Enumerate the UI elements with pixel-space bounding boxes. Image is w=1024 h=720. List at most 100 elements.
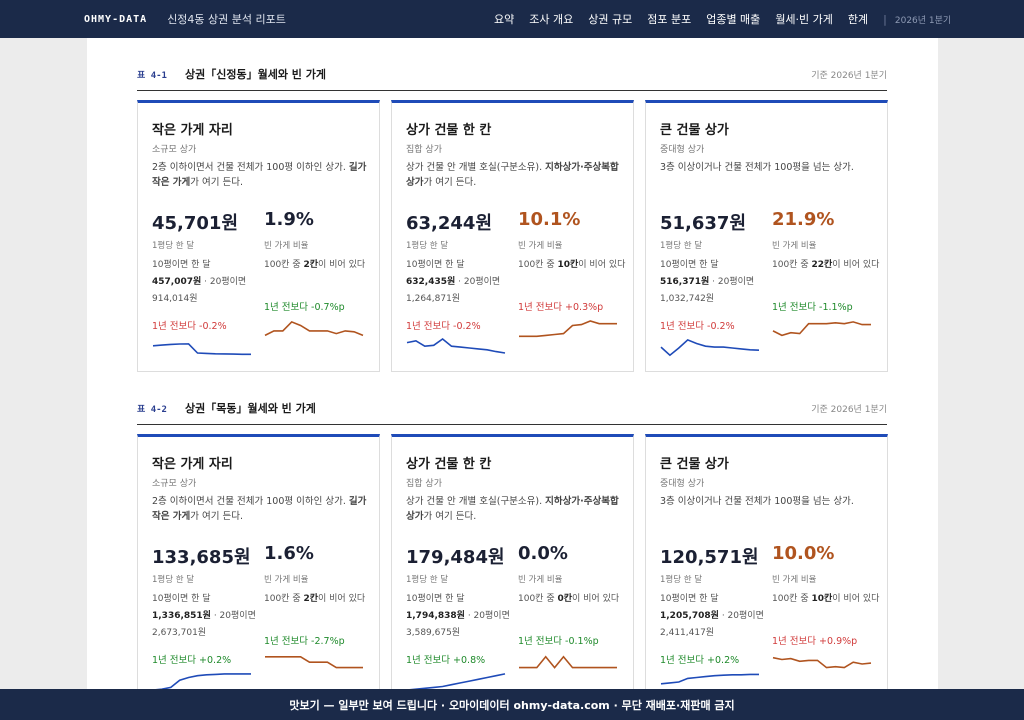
vac-ex-prefix: 100칸 중 xyxy=(518,594,558,604)
rent-label: 1평당 한 달 xyxy=(152,241,195,251)
rent-example: 10평이면 한 달 632,435원 · 20평이면 1,264,871원 xyxy=(406,257,514,308)
vac-ex-suffix: 이 비어 있다 xyxy=(318,594,366,604)
rent-change: 1년 전보다 +0.2% xyxy=(152,655,232,666)
section-header: 표 4-2 상권「목동」월세와 빈 가게 기준 2026년 1분기 xyxy=(137,398,887,418)
desc-text: 3층 이상이거나 건물 전체가 100평을 넘는 상가. xyxy=(660,162,854,173)
rent-change: 1년 전보다 +0.2% xyxy=(660,655,740,666)
section-divider xyxy=(137,424,887,425)
trend-sparkline xyxy=(660,338,760,357)
vac-ex-count: 10칸 xyxy=(811,594,833,604)
rent-label: 1평당 한 달 xyxy=(406,241,449,251)
rent-20py: · 20평이면 3,589,675원 xyxy=(406,611,510,638)
rent-label: 1평당 한 달 xyxy=(660,241,703,251)
rent-20py: · 20평이면 2,673,701원 xyxy=(152,611,256,638)
vacancy-value: 21.9% xyxy=(772,209,835,230)
card-kind: 중대형 상가 xyxy=(660,479,705,489)
base-period: 기준 2026년 1분기 xyxy=(811,404,887,415)
brand-logo[interactable]: OHMY-DATA xyxy=(84,13,148,25)
card-description: 2층 이하이면서 건물 전체가 100평 이하인 상가. 길가 작은 가게가 여… xyxy=(152,494,372,524)
nav-item-summary[interactable]: 요약 xyxy=(494,13,515,26)
vac-ex-count: 2칸 xyxy=(303,260,319,270)
vac-ex-suffix: 이 비어 있다 xyxy=(578,260,626,270)
vacancy-change: 1년 전보다 +0.3%p xyxy=(518,302,604,313)
vacancy-change: 1년 전보다 -0.7%p xyxy=(264,302,345,313)
vac-ex-suffix: 이 비어 있다 xyxy=(318,260,366,270)
trend-line xyxy=(152,673,251,691)
desc-text: 상가 건물 안 개별 호실(구분소유). xyxy=(406,162,546,173)
vac-ex-prefix: 100칸 중 xyxy=(772,260,812,270)
vacancy-value: 0.0% xyxy=(518,543,568,564)
table-number: 표 4-1 xyxy=(137,70,167,81)
vacancy-label: 빈 가게 비율 xyxy=(772,575,817,585)
card-kind: 집합 상가 xyxy=(406,145,442,155)
top-navbar: OHMY-DATA 신정4동 상권 분석 리포트 xyxy=(0,0,1024,38)
rent-10py: 516,371원 xyxy=(660,277,710,287)
rent-example-prefix: 10평이면 한 달 xyxy=(406,260,465,270)
trend-sparkline xyxy=(406,337,506,354)
rent-label: 1평당 한 달 xyxy=(660,575,703,585)
rent-value: 63,244원 xyxy=(406,213,493,234)
card-kind: 중대형 상가 xyxy=(660,145,705,155)
stat-card: 상가 건물 한 칸 집합 상가 상가 건물 안 개별 호실(구분소유). 지하상가·… xyxy=(391,434,634,706)
rent-label: 1평당 한 달 xyxy=(152,575,195,585)
nav-item-sales[interactable]: 업종별 매출 xyxy=(706,13,761,26)
vacancy-change: 1년 전보다 +0.9%p xyxy=(772,636,858,647)
rent-example-prefix: 10평이면 한 달 xyxy=(406,594,465,604)
trend-sparkline xyxy=(152,343,251,356)
rent-20py: · 20평이면 1,032,742원 xyxy=(660,277,755,304)
nav-item-stores[interactable]: 점포 분포 xyxy=(647,13,692,26)
vacancy-label: 빈 가게 비율 xyxy=(264,575,309,585)
card-description: 상가 건물 안 개별 호실(구분소유). 지하상가·주상복합 상가가 여기 든다… xyxy=(406,160,626,190)
table-number: 표 4-2 xyxy=(137,404,167,415)
desc-text: 3층 이상이거나 건물 전체가 100평을 넘는 상가. xyxy=(660,496,854,507)
rent-10py: 632,435원 xyxy=(406,277,456,287)
rent-value: 133,685원 xyxy=(152,547,251,568)
nav-divider: | xyxy=(883,12,887,26)
vacancy-value: 1.9% xyxy=(264,209,314,230)
nav-item-limits[interactable]: 한계 xyxy=(847,13,869,26)
main-nav: 요약 조사 개요 상권 규모 점포 분포 업종별 매출 월세·빈 가게 한계 |… xyxy=(494,0,951,38)
rent-10py: 1,794,838원 xyxy=(406,611,465,621)
vac-ex-prefix: 100칸 중 xyxy=(772,594,812,604)
rent-10py: 1,336,851원 xyxy=(152,611,211,621)
desc-text: 2층 이하이면서 건물 전체가 100평 이하인 상가. xyxy=(152,162,349,173)
trend-sparkline xyxy=(406,673,506,691)
trend-sparkline xyxy=(265,655,363,669)
trend-line xyxy=(772,656,872,669)
rent-change: 1년 전보다 -0.2% xyxy=(152,321,227,332)
rent-label: 1평당 한 달 xyxy=(406,575,449,585)
stat-card: 작은 가게 자리 소규모 상가 2층 이하이면서 건물 전체가 100평 이하인 상… xyxy=(137,100,380,372)
trend-sparkline xyxy=(264,320,364,337)
card-title: 큰 건물 상가 xyxy=(660,457,729,472)
card-description: 2층 이하이면서 건물 전체가 100평 이하인 상가. 길가 작은 가게가 여… xyxy=(152,160,372,190)
rent-20py: · 20평이면 914,014원 xyxy=(152,277,247,304)
desc-highlight: 지하상가·주상복합 상가 xyxy=(406,496,619,522)
rent-example: 10평이면 한 달 516,371원 · 20평이면 1,032,742원 xyxy=(660,257,768,308)
vac-ex-prefix: 100칸 중 xyxy=(518,260,558,270)
card-title: 상가 건물 한 칸 xyxy=(406,123,492,138)
vacancy-example: 100칸 중 10칸이 비어 있다 xyxy=(518,257,628,274)
card-title: 작은 가게 자리 xyxy=(152,457,233,472)
card-description: 3층 이상이거나 건물 전체가 100평을 넘는 상가. xyxy=(660,494,880,509)
trend-line xyxy=(519,320,617,338)
vac-ex-count: 22칸 xyxy=(811,260,833,270)
vacancy-value: 10.1% xyxy=(518,209,581,230)
trend-sparkline xyxy=(660,673,759,685)
nav-item-rent[interactable]: 월세·빈 가게 xyxy=(775,13,833,26)
rent-change: 1년 전보다 -0.2% xyxy=(406,321,481,332)
rent-10py: 1,205,708원 xyxy=(660,611,719,621)
vac-ex-count: 0칸 xyxy=(557,594,573,604)
rent-example: 10평이면 한 달 1,336,851원 · 20평이면 2,673,701원 xyxy=(152,591,260,642)
card-kind: 소규모 상가 xyxy=(152,479,197,489)
rent-value: 120,571원 xyxy=(660,547,759,568)
nav-item-overview[interactable]: 조사 개요 xyxy=(529,13,574,26)
vacancy-label: 빈 가게 비율 xyxy=(518,575,563,585)
section-title: 상권「목동」월세와 빈 가게 xyxy=(185,402,316,415)
trend-sparkline xyxy=(772,321,871,337)
trend-line xyxy=(660,338,760,357)
vac-ex-suffix: 이 비어 있다 xyxy=(832,594,880,604)
vacancy-example: 100칸 중 10칸이 비어 있다 xyxy=(772,591,882,608)
rent-example-prefix: 10평이면 한 달 xyxy=(660,594,719,604)
vac-ex-suffix: 이 비어 있다 xyxy=(832,260,880,270)
nav-item-scale[interactable]: 상권 규모 xyxy=(588,13,633,26)
